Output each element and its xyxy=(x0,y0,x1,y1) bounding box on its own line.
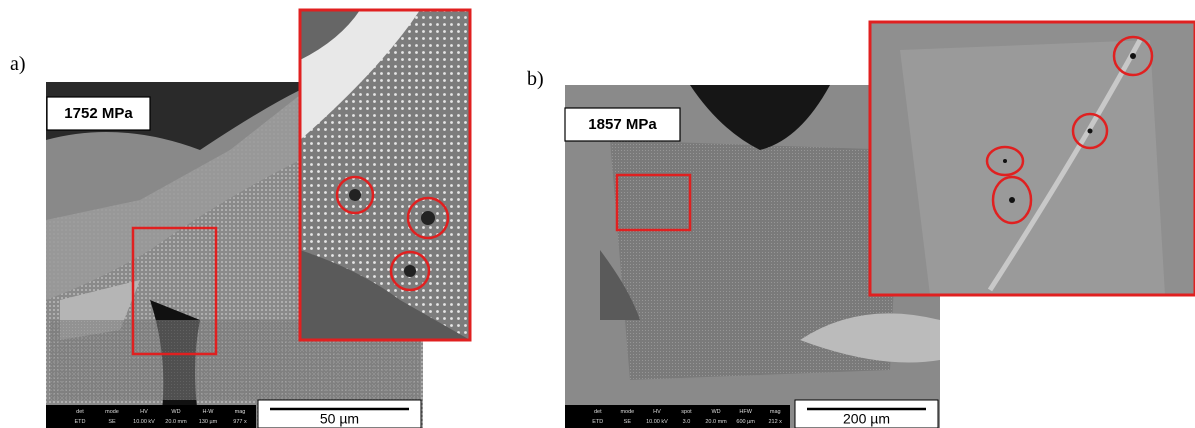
info-value: 10.00 kV xyxy=(133,419,155,425)
scale-label: 200 µm xyxy=(843,411,890,427)
info-bar xyxy=(46,405,256,428)
info-name: HV xyxy=(140,409,148,415)
info-value: 977 x xyxy=(233,419,247,425)
info-name: det xyxy=(594,409,602,415)
info-value: 600 µm xyxy=(736,419,755,425)
info-name: WD xyxy=(711,409,720,415)
info-name: mode xyxy=(620,409,634,415)
info-value: 3.0 xyxy=(683,419,691,425)
info-name: HFW xyxy=(739,409,752,415)
info-value: ETD xyxy=(75,419,86,425)
micrograph-b xyxy=(565,85,940,428)
info-value: 212 x xyxy=(768,419,782,425)
pressure-box xyxy=(564,107,681,142)
pressure-label: 1752 MPa xyxy=(64,105,133,122)
info-value: 20.0 mm xyxy=(705,419,727,425)
info-name: spot xyxy=(681,409,692,415)
info-name: WD xyxy=(171,409,180,415)
info-name: mag xyxy=(235,409,246,415)
pressure-label: 1857 MPa xyxy=(588,116,657,133)
panel-label: a) xyxy=(10,53,26,75)
inset-a xyxy=(298,8,472,342)
scale-box xyxy=(257,399,422,428)
panel-label: b) xyxy=(527,68,544,90)
scale-box xyxy=(794,399,939,428)
info-value: ETD xyxy=(592,419,603,425)
info-name: mag xyxy=(770,409,781,415)
info-name: mode xyxy=(105,409,119,415)
inset-b xyxy=(868,20,1195,297)
info-name: det xyxy=(76,409,84,415)
info-value: SE xyxy=(108,419,116,425)
info-value: 130 µm xyxy=(199,419,218,425)
pressure-box xyxy=(46,96,151,131)
scale-label: 50 µm xyxy=(320,411,359,427)
info-name: HV xyxy=(653,409,661,415)
info-bar xyxy=(565,405,790,428)
info-value: 20.0 mm xyxy=(165,419,187,425)
info-name: H-W xyxy=(203,409,215,415)
info-value: 10.00 kV xyxy=(646,419,668,425)
info-value: SE xyxy=(624,419,632,425)
